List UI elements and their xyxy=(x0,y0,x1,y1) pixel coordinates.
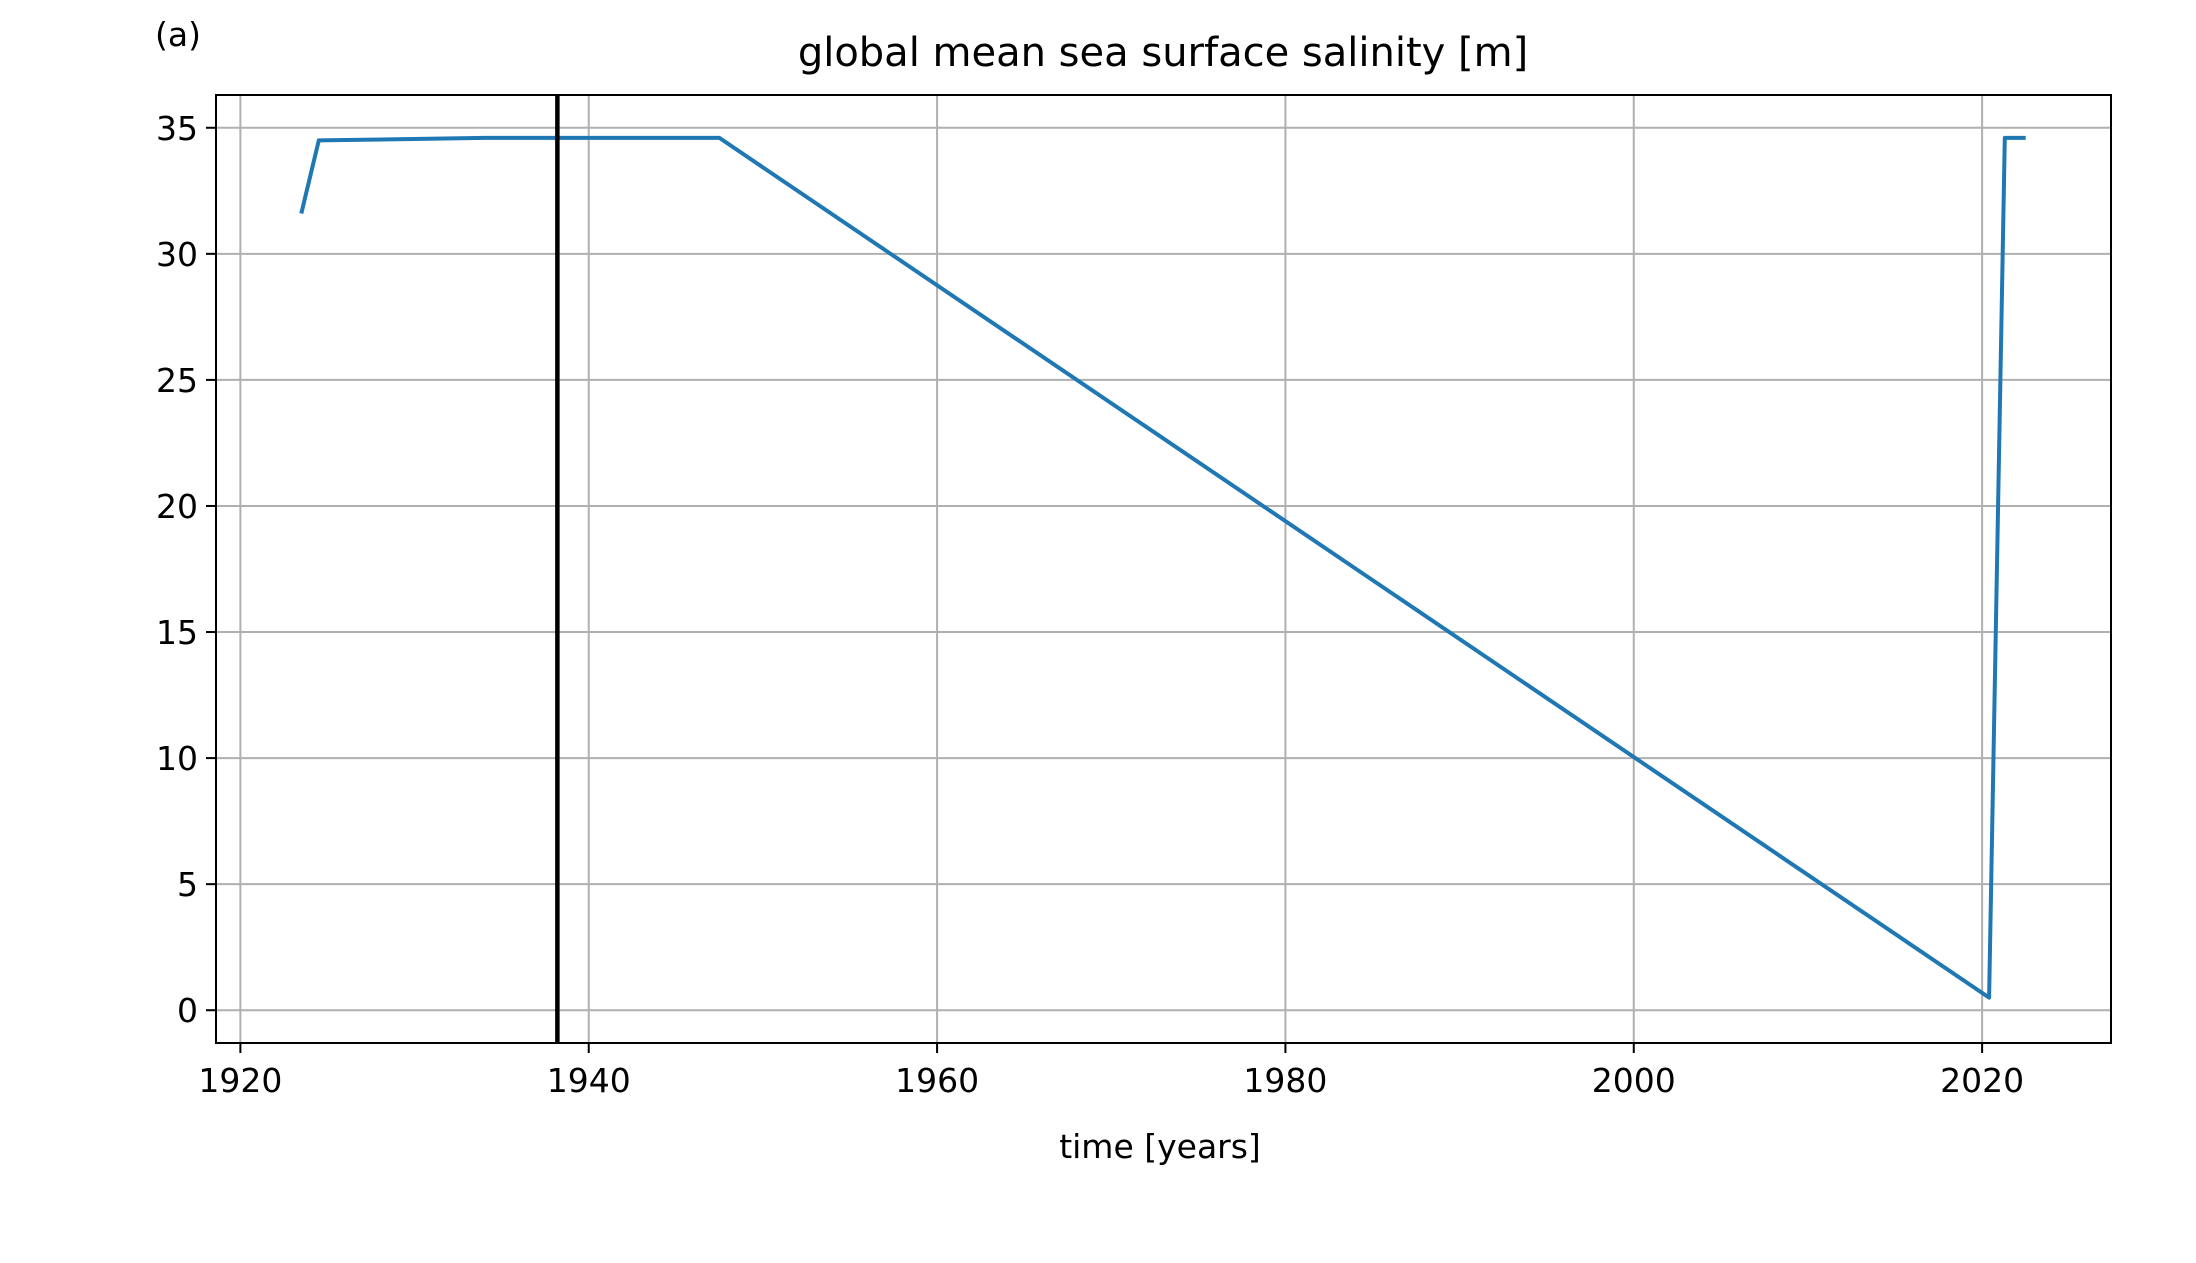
series-line xyxy=(299,135,2026,1000)
y-tick-label: 15 xyxy=(156,613,198,652)
grid-lines xyxy=(216,95,2111,1043)
axes-frame xyxy=(215,94,2112,1044)
chart-title: global mean sea surface salinity [m] xyxy=(798,30,1528,76)
y-tick-label: 20 xyxy=(156,487,198,526)
axis-ticks: 1920 1940 1960 1980 2000 2020 0 5 10 15 20 25 30 35 xyxy=(156,109,2024,1100)
y-tick-label: 0 xyxy=(177,991,198,1030)
plot-area xyxy=(299,95,2026,1043)
x-tick-label: 1980 xyxy=(1243,1061,1327,1100)
y-tick-label: 25 xyxy=(156,361,198,400)
panel-label: (a) xyxy=(155,15,201,54)
x-tick-label: 2020 xyxy=(1940,1061,2024,1100)
y-tick-label: 35 xyxy=(156,109,198,148)
x-tick-label: 1960 xyxy=(895,1061,979,1100)
y-tick-label: 30 xyxy=(156,235,198,274)
x-tick-label: 1940 xyxy=(547,1061,631,1100)
y-tick-label: 5 xyxy=(177,865,198,904)
x-tick-label: 2000 xyxy=(1592,1061,1676,1100)
x-axis-label: time [years] xyxy=(1059,1127,1261,1166)
x-tick-label: 1920 xyxy=(198,1061,282,1100)
y-tick-label: 10 xyxy=(156,739,198,778)
